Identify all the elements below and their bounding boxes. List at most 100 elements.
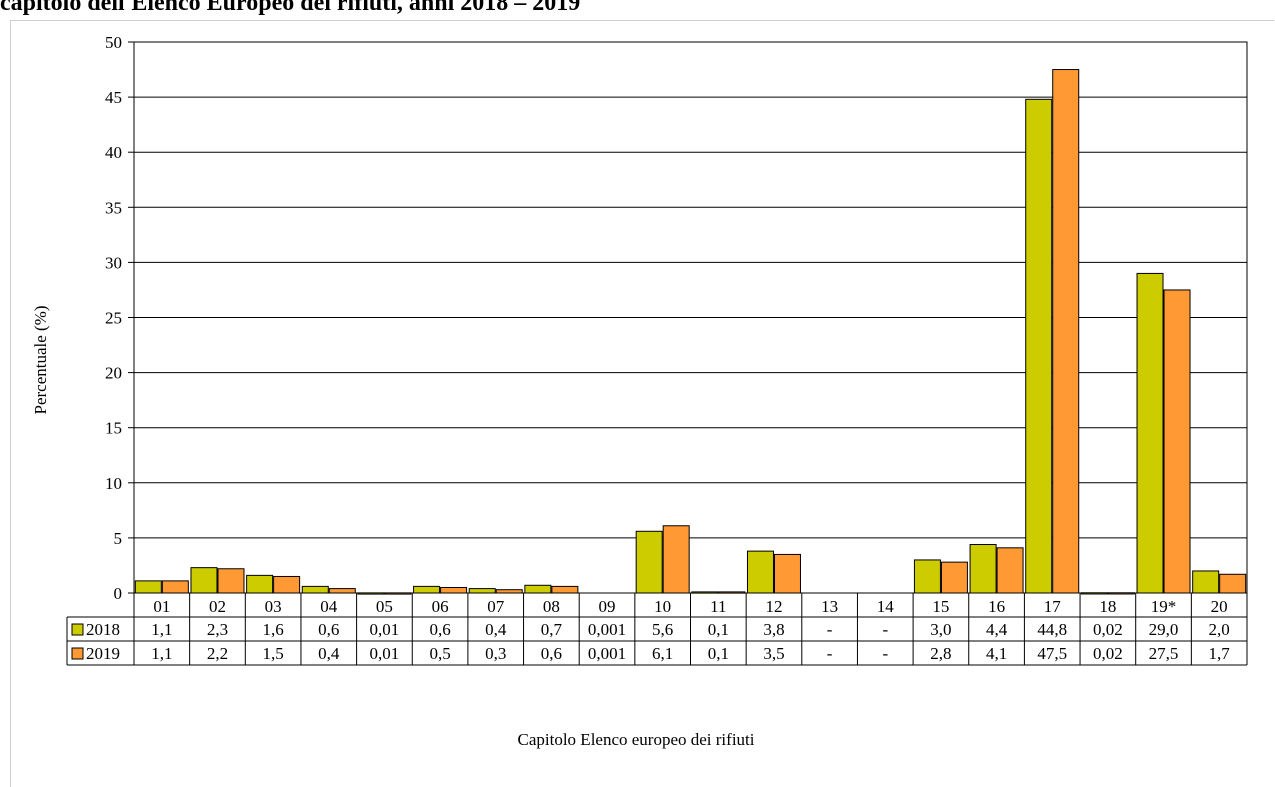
legend-key-2018: [71, 623, 84, 636]
legend-label-2019: 2019: [86, 644, 120, 663]
data-label: 4,1: [986, 644, 1007, 663]
data-label: 3,0: [930, 620, 951, 639]
data-label: 0,01: [370, 620, 400, 639]
y-tick-label: 5: [114, 529, 123, 548]
category-label: 04: [320, 597, 338, 616]
bar-2019-01: [161, 580, 189, 594]
data-label: 2,2: [207, 644, 228, 663]
chart-frame: [10, 20, 1274, 787]
data-label: 1,1: [151, 620, 172, 639]
bar-2019-19*: [1163, 289, 1191, 594]
bar-2019-12: [773, 553, 801, 594]
x-axis-label: Capitolo Elenco europeo dei rifiuti: [518, 730, 755, 749]
category-label: 17: [1044, 597, 1062, 616]
bar-2019-11: [718, 591, 746, 594]
bar-2019-17: [1052, 69, 1080, 594]
data-label: -: [827, 620, 833, 639]
bar-2018-05: [357, 592, 385, 595]
category-label: 02: [209, 597, 226, 616]
category-label: 05: [376, 597, 393, 616]
bar-2018-08: [524, 584, 552, 594]
bar-2019-16: [996, 547, 1024, 594]
y-tick-label: 25: [105, 309, 122, 328]
bar-2018-07: [468, 588, 496, 594]
data-label: 0,1: [708, 644, 729, 663]
data-label: 0,1: [708, 620, 729, 639]
bar-2019-03: [273, 575, 301, 594]
category-label: 13: [821, 597, 838, 616]
data-label: 1,1: [151, 644, 172, 663]
data-label: 1,6: [263, 620, 284, 639]
data-label: 0,01: [370, 644, 400, 663]
data-label: 5,6: [652, 620, 673, 639]
legend-key-2019: [71, 647, 84, 660]
data-label: 2,3: [207, 620, 228, 639]
category-label: 10: [654, 597, 671, 616]
category-label: 08: [543, 597, 560, 616]
data-label: 47,5: [1037, 644, 1067, 663]
data-label: 0,02: [1093, 644, 1123, 663]
data-table: 01 02 03 04 05 06 07 08 09 10 11 12 13 14 15 16 17 18 19* 2…: [66, 593, 1248, 666]
bar-2018-01: [134, 580, 162, 594]
data-label: 0,001: [588, 644, 626, 663]
bar-2018-04: [301, 585, 329, 594]
category-label: 20: [1211, 597, 1228, 616]
y-tick-label: 40: [105, 143, 122, 162]
data-label: -: [882, 620, 888, 639]
category-label: 09: [599, 597, 616, 616]
data-label: 0,6: [541, 644, 562, 663]
bar-2018-02: [190, 567, 218, 594]
category-label: 14: [877, 597, 895, 616]
data-label: 0,4: [485, 620, 507, 639]
y-tick-label: 30: [105, 253, 122, 272]
data-label: 1,7: [1209, 644, 1231, 663]
y-tick-label: 35: [105, 198, 122, 217]
data-label: 0,5: [429, 644, 450, 663]
data-label: 0,001: [588, 620, 626, 639]
data-label: 0,7: [541, 620, 563, 639]
data-label: 44,8: [1037, 620, 1067, 639]
bar-2019-08: [551, 585, 579, 594]
category-label: 15: [932, 597, 949, 616]
data-label: -: [827, 644, 833, 663]
category-label: 16: [988, 597, 1005, 616]
legend-label-2018: 2018: [86, 620, 120, 639]
category-label: 12: [765, 597, 782, 616]
data-label: 3,5: [763, 644, 784, 663]
category-label: 19*: [1151, 597, 1177, 616]
bar-2018-10: [635, 530, 663, 594]
data-label: 0,6: [429, 620, 450, 639]
bar-2019-20: [1219, 573, 1247, 594]
data-label: 29,0: [1149, 620, 1179, 639]
bar-2018-19*: [1136, 272, 1164, 594]
bar-2019-04: [328, 588, 356, 594]
y-tick-label: 15: [105, 419, 122, 438]
y-tick-label: 0: [114, 584, 123, 603]
bar-2018-17: [1025, 98, 1053, 594]
category-label: 07: [487, 597, 505, 616]
bar-2018-18: [1080, 592, 1108, 595]
data-label: 1,5: [263, 644, 284, 663]
bar-2018-03: [246, 574, 274, 594]
bar-2019-15: [940, 561, 968, 594]
data-label: 0,4: [318, 644, 340, 663]
category-label: 18: [1099, 597, 1116, 616]
y-tick-label: 10: [105, 474, 122, 493]
bar-2018-16: [969, 544, 997, 594]
category-label: 03: [265, 597, 282, 616]
y-tick-label: 45: [105, 88, 122, 107]
bar-2018-11: [691, 591, 719, 594]
data-label: 3,8: [763, 620, 784, 639]
data-label: 2,8: [930, 644, 951, 663]
bar-2019-02: [217, 568, 245, 594]
data-label: 27,5: [1149, 644, 1179, 663]
y-tick-label: 50: [105, 33, 122, 52]
bar-2019-18: [1107, 592, 1135, 595]
category-label: 11: [710, 597, 726, 616]
bar-2019-05: [384, 592, 412, 595]
bar-2018-06: [413, 585, 441, 594]
category-label: 01: [153, 597, 170, 616]
data-label: 4,4: [986, 620, 1008, 639]
y-tick-label: 20: [105, 364, 122, 383]
